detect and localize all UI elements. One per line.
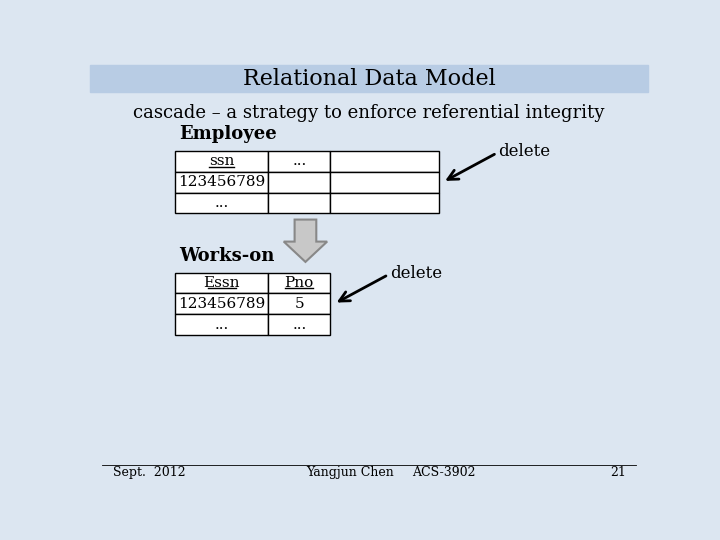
- Bar: [269, 172, 330, 193]
- Text: Essn: Essn: [204, 276, 240, 290]
- Bar: [269, 273, 330, 294]
- Text: 21: 21: [611, 465, 626, 478]
- Bar: [269, 294, 330, 314]
- Bar: [175, 151, 269, 172]
- Text: Employee: Employee: [179, 125, 277, 143]
- Text: 123456789: 123456789: [178, 297, 266, 311]
- Bar: [330, 193, 438, 213]
- Bar: [269, 314, 330, 335]
- Bar: [175, 193, 269, 213]
- Bar: [90, 65, 648, 92]
- Bar: [175, 273, 269, 294]
- Text: delete: delete: [390, 265, 442, 281]
- Text: Relational Data Model: Relational Data Model: [243, 68, 495, 90]
- Text: cascade – a strategy to enforce referential integrity: cascade – a strategy to enforce referent…: [132, 104, 604, 122]
- Bar: [269, 193, 330, 213]
- Bar: [330, 172, 438, 193]
- Text: Pno: Pno: [284, 276, 314, 290]
- Text: ...: ...: [215, 196, 229, 210]
- Bar: [330, 151, 438, 172]
- Bar: [175, 294, 269, 314]
- Text: ...: ...: [215, 318, 229, 332]
- Bar: [175, 172, 269, 193]
- Bar: [175, 314, 269, 335]
- Text: ...: ...: [292, 154, 307, 168]
- Polygon shape: [284, 220, 327, 262]
- Bar: [269, 151, 330, 172]
- Text: 5: 5: [294, 297, 304, 311]
- Text: delete: delete: [498, 143, 551, 160]
- Text: ...: ...: [292, 318, 307, 332]
- Text: Works-on: Works-on: [179, 247, 274, 265]
- Text: Sept.  2012: Sept. 2012: [113, 465, 186, 478]
- Text: ACS-3902: ACS-3902: [412, 465, 475, 478]
- Text: Yangjun Chen: Yangjun Chen: [306, 465, 394, 478]
- Text: 123456789: 123456789: [178, 175, 266, 189]
- Text: ssn: ssn: [209, 154, 235, 168]
